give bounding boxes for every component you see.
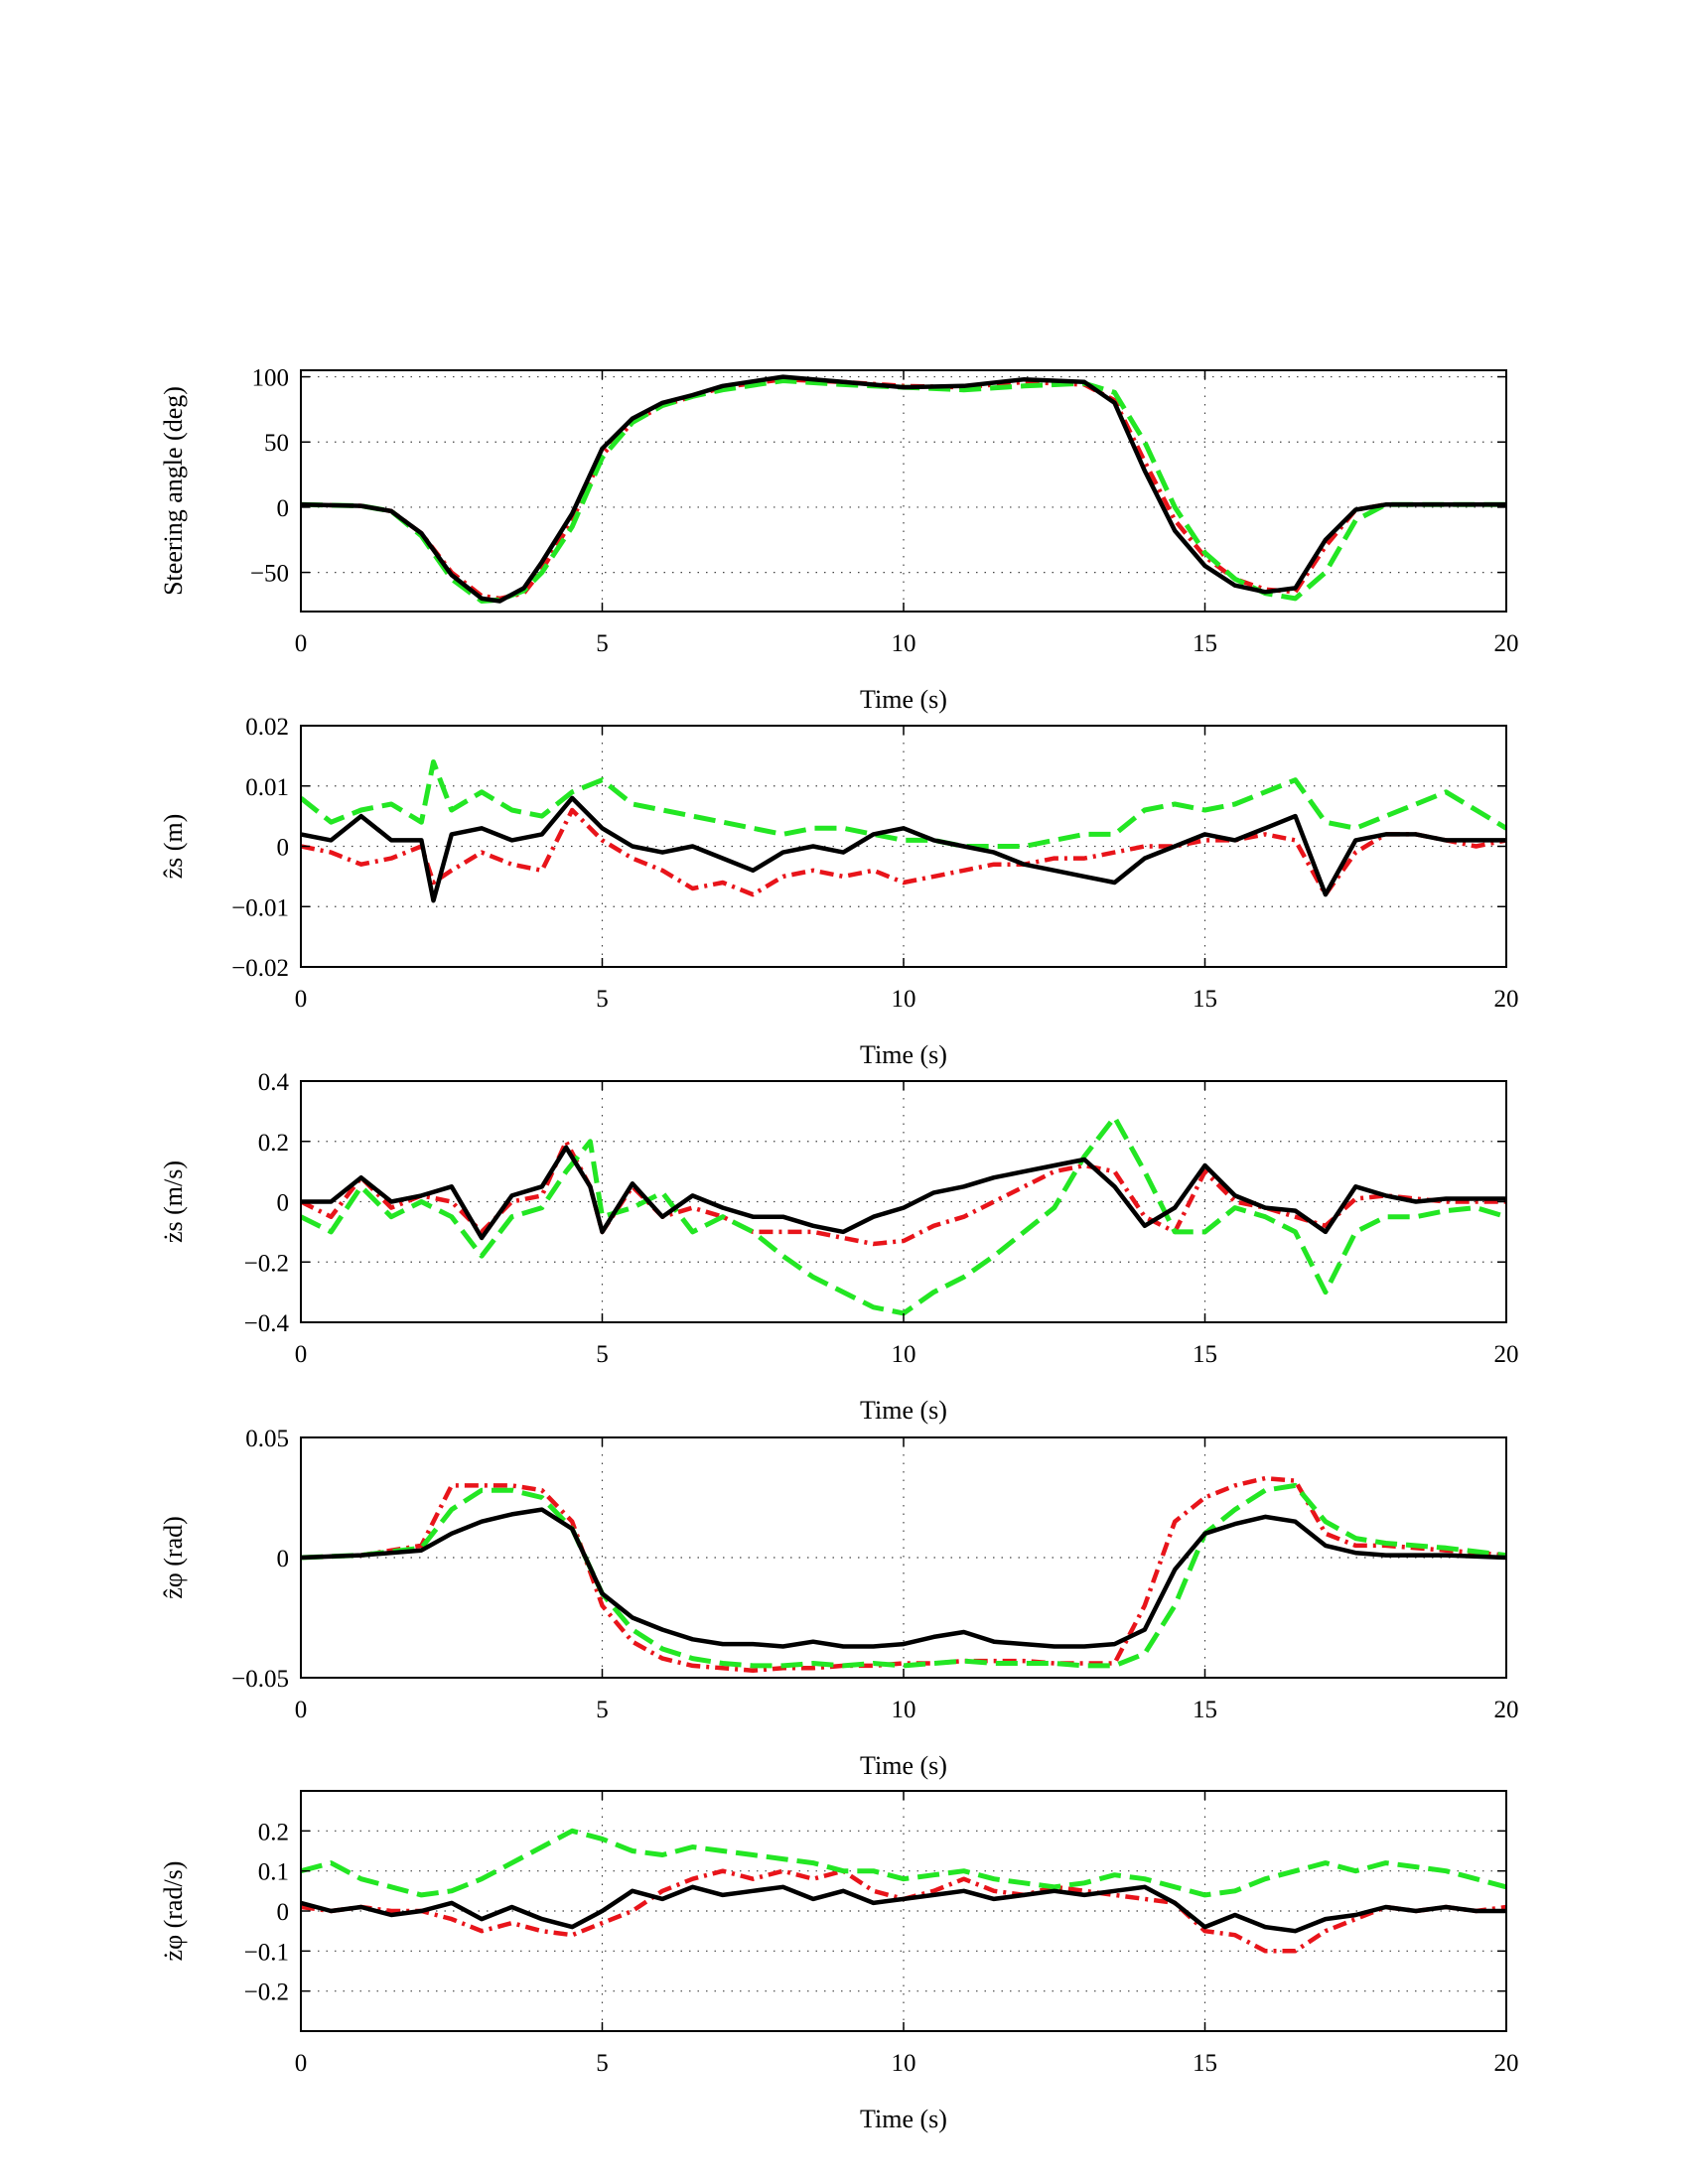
x-tick-label: 10 (892, 2050, 916, 2077)
x-axis-label: Time (s) (860, 685, 947, 714)
series-line-2 (301, 1828, 1506, 1898)
y-tick-label: 0 (277, 1190, 290, 1217)
x-tick-label: 15 (1193, 1697, 1217, 1723)
x-tick-label: 0 (295, 630, 308, 657)
x-tick-label: 10 (892, 630, 916, 657)
x-tick-label: 15 (1193, 986, 1217, 1013)
y-tick-label: 0.2 (258, 1819, 289, 1845)
y-tick-label: −50 (250, 561, 289, 588)
axes-box (300, 1436, 1507, 1679)
axes-box (300, 1790, 1507, 2032)
series-line-3 (301, 1884, 1506, 1934)
x-tick-label: 10 (892, 986, 916, 1013)
y-tick-label: −0.01 (231, 894, 289, 921)
y-tick-label: −0.4 (244, 1310, 290, 1337)
series-line-3 (301, 1145, 1506, 1241)
series-line-2 (301, 1115, 1506, 1316)
series-line-3 (301, 374, 1506, 604)
series-line-2 (301, 759, 1506, 849)
y-tick-label: 0.02 (245, 714, 289, 741)
x-tick-label: 0 (295, 986, 308, 1013)
series-line-1 (301, 376, 1506, 602)
x-tick-label: 5 (596, 630, 609, 657)
x-axis-label: Time (s) (860, 1396, 947, 1425)
x-axis-label: Time (s) (860, 1751, 947, 1780)
x-tick-label: 5 (596, 1341, 609, 1368)
axes-box (300, 725, 1507, 968)
chart-panel-1: 0 5 10 15 20 −50 0 50 100 Time (s) Steering angle … (159, 365, 1519, 714)
x-tick-label: 20 (1494, 1341, 1519, 1368)
x-tick-label: 15 (1193, 630, 1217, 657)
series-line-1 (301, 1868, 1506, 1954)
y-tick-label: −0.2 (244, 1250, 289, 1277)
x-tick-label: 5 (596, 2050, 609, 2077)
x-tick-label: 15 (1193, 2050, 1217, 2077)
y-tick-label: 0 (277, 835, 290, 862)
x-tick-label: 0 (295, 1697, 308, 1723)
y-tick-label: 0 (277, 1899, 290, 1926)
plot-area (301, 1828, 1506, 1954)
series-line-1 (301, 807, 1506, 897)
y-axis-label: żφ (rad/s) (159, 1861, 188, 1962)
y-tick-label: 0 (277, 495, 290, 522)
y-axis-label: ẑs (m) (159, 814, 188, 880)
x-tick-label: 20 (1494, 2050, 1519, 2077)
y-axis-label: Steering angle (deg) (159, 386, 188, 596)
plot-area (301, 1475, 1506, 1673)
x-tick-label: 0 (295, 1341, 308, 1368)
chart-panel-3: 0 5 10 15 20 −0.4 −0.2 0 0.2 0.4 Time (s) żs (m/s) (159, 1069, 1519, 1425)
x-tick-label: 10 (892, 1697, 916, 1723)
y-tick-label: −0.1 (244, 1939, 289, 1966)
series-line-1 (301, 1139, 1506, 1247)
y-tick-label: 0.4 (258, 1069, 290, 1096)
x-tick-label: 20 (1494, 630, 1519, 657)
series-line-3 (301, 795, 1506, 903)
y-tick-label: −0.02 (231, 955, 289, 982)
axes-box (300, 1080, 1507, 1323)
x-tick-label: 15 (1193, 1341, 1217, 1368)
x-tick-label: 20 (1494, 1697, 1519, 1723)
plot-area (301, 759, 1506, 903)
y-tick-label: 0.2 (258, 1130, 289, 1157)
x-axis-label: Time (s) (860, 1040, 947, 1069)
chart-panel-5: 0 5 10 15 20 −0.2 −0.1 0 0.1 0.2 Time (s) żφ (rad/s… (159, 1790, 1519, 2133)
y-tick-label: 0.1 (258, 1859, 289, 1886)
y-tick-label: 0.01 (245, 774, 289, 801)
x-tick-label: 10 (892, 1341, 916, 1368)
x-tick-label: 0 (295, 2050, 308, 2077)
y-tick-label: 0 (277, 1546, 290, 1572)
series-line-1 (301, 1475, 1506, 1673)
y-tick-label: 100 (252, 365, 290, 392)
x-tick-label: 5 (596, 986, 609, 1013)
plot-area (301, 374, 1506, 604)
x-tick-label: 5 (596, 1697, 609, 1723)
plot-area (301, 1115, 1506, 1316)
series-line-3 (301, 1507, 1506, 1649)
y-axis-label: żs (m/s) (159, 1160, 188, 1243)
y-tick-label: −0.2 (244, 1979, 289, 2006)
x-tick-label: 20 (1494, 986, 1519, 1013)
x-axis-label: Time (s) (860, 2105, 947, 2133)
series-line-2 (301, 1482, 1506, 1669)
y-tick-label: 0.05 (245, 1426, 289, 1452)
y-tick-label: 50 (264, 430, 289, 457)
chart-panel-2: 0 5 10 15 20 −0.02 −0.01 0 0.01 0.02 Time (s) ẑs (m… (159, 714, 1519, 1069)
y-tick-label: −0.05 (231, 1666, 289, 1693)
y-axis-label: ẑφ (rad) (159, 1516, 188, 1599)
